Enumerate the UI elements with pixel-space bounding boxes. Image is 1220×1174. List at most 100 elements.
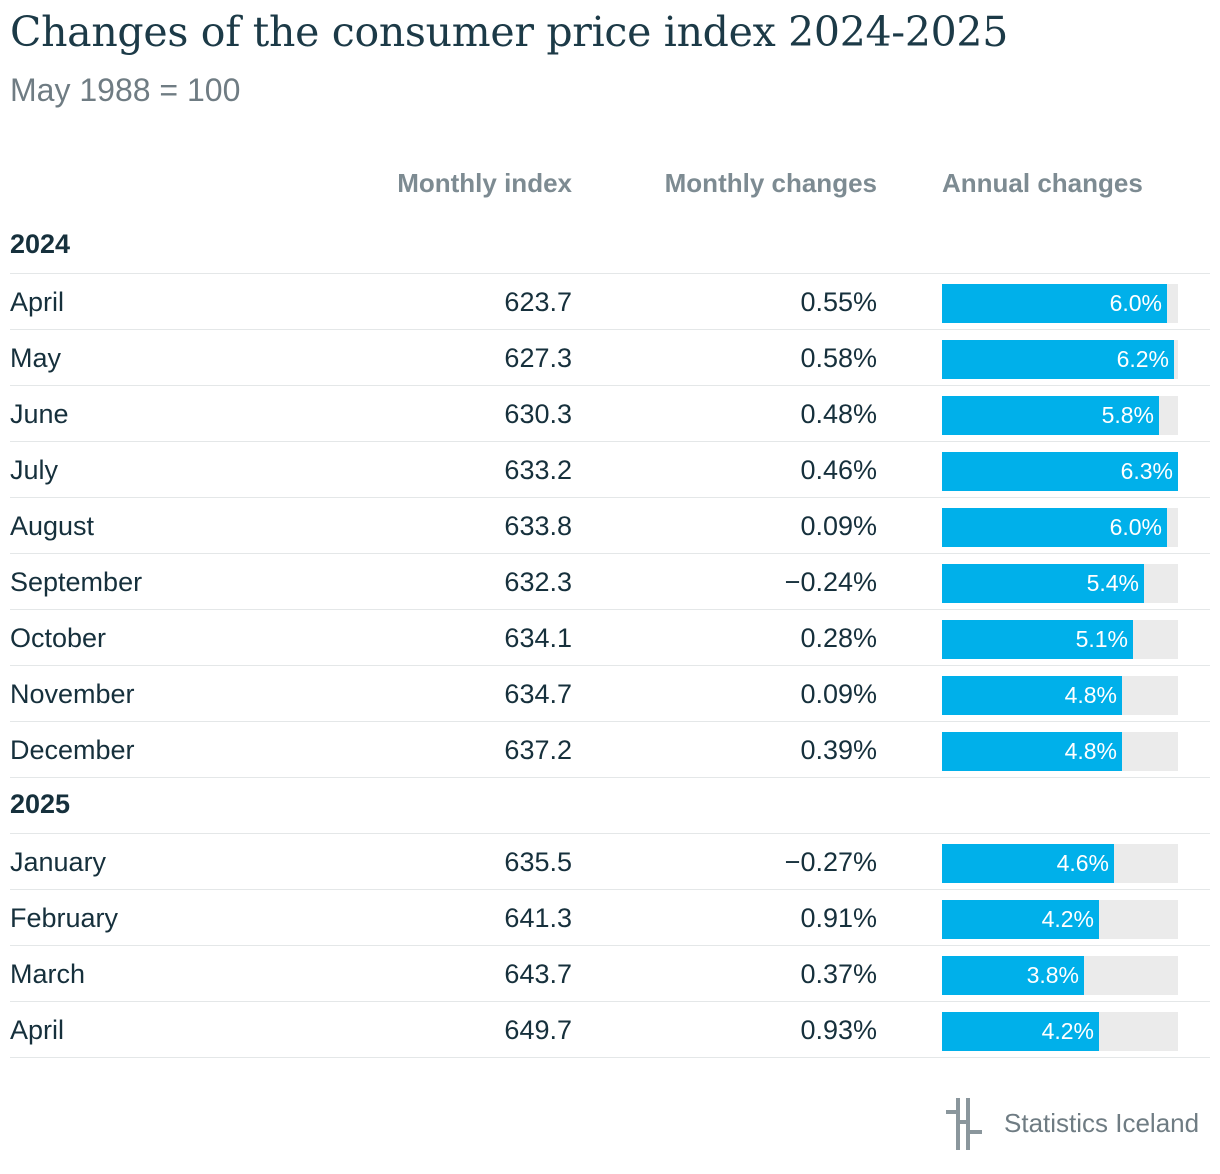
logo-text: Statistics Iceland: [1004, 1108, 1200, 1138]
annual-change-bar-track: 3.8%: [942, 956, 1178, 995]
monthly-change-value: 0.48%: [800, 399, 877, 429]
annual-change-label: 6.0%: [1109, 514, 1162, 540]
annual-change-bar: 5.1%: [942, 620, 1133, 659]
monthly-index-value: 633.2: [504, 455, 572, 485]
statistics-iceland-logo-icon: [946, 1098, 982, 1150]
monthly-index-value: 634.7: [504, 679, 572, 709]
column-header-monthly-index: Monthly index: [397, 168, 572, 198]
column-header-monthly-changes: Monthly changes: [664, 168, 877, 198]
annual-change-label: 5.4%: [1086, 570, 1139, 596]
month-label: February: [10, 903, 119, 933]
month-label: June: [10, 399, 69, 429]
annual-change-bar-track: 4.8%: [942, 676, 1178, 715]
annual-change-bar-track: 5.4%: [942, 564, 1178, 603]
monthly-index-value: 637.2: [504, 735, 572, 765]
statistics-iceland-logo: Statistics Iceland: [944, 1096, 1204, 1152]
table-row: July 633.2 0.46% 6.3%: [10, 442, 1210, 498]
annual-change-label: 4.2%: [1041, 906, 1094, 932]
monthly-change-value: 0.55%: [800, 287, 877, 317]
monthly-change-value: 0.09%: [800, 679, 877, 709]
annual-change-bar: 6.3%: [942, 452, 1178, 491]
month-label: April: [10, 1015, 65, 1045]
monthly-change-value: 0.93%: [800, 1015, 877, 1045]
annual-change-bar-track: 5.1%: [942, 620, 1178, 659]
monthly-index-value: 627.3: [504, 343, 572, 373]
chart-title: Changes of the consumer price index 2024…: [10, 8, 1008, 56]
monthly-change-value: 0.39%: [800, 735, 877, 765]
monthly-index-value: 633.8: [504, 511, 572, 541]
annual-change-label: 4.8%: [1064, 738, 1117, 764]
annual-change-label: 3.8%: [1026, 962, 1079, 988]
table-row: December 637.2 0.39% 4.8%: [10, 722, 1210, 778]
annual-change-label: 5.1%: [1075, 626, 1128, 652]
monthly-index-value: 634.1: [504, 623, 572, 653]
table-row: September 632.3 −0.24% 5.4%: [10, 554, 1210, 610]
year-group-label: 2024: [10, 229, 71, 259]
annual-change-bar-track: 6.2%: [942, 340, 1178, 379]
month-label: October: [10, 623, 107, 653]
annual-change-bar-track: 6.3%: [942, 452, 1178, 491]
monthly-index-value: 623.7: [504, 287, 572, 317]
year-group-row: 2024: [10, 218, 1210, 274]
chart-subtitle: May 1988 = 100: [10, 72, 241, 108]
monthly-index-value: 632.3: [504, 567, 572, 597]
table-row: April 623.7 0.55% 6.0%: [10, 274, 1210, 330]
table-row: October 634.1 0.28% 5.1%: [10, 610, 1210, 666]
annual-change-bar-track: 5.8%: [942, 396, 1178, 435]
monthly-change-value: 0.46%: [800, 455, 877, 485]
monthly-change-value: −0.27%: [784, 847, 877, 877]
table-row: March 643.7 0.37% 3.8%: [10, 946, 1210, 1002]
annual-change-bar-track: 6.0%: [942, 284, 1178, 323]
table-row: April 649.7 0.93% 4.2%: [10, 1002, 1210, 1058]
annual-change-bar: 5.8%: [942, 396, 1159, 435]
monthly-change-value: 0.28%: [800, 623, 877, 653]
cpi-table: 2024 April 623.7 0.55% 6.0% May 627.3 0.58% 6.2%…: [10, 218, 1210, 1058]
month-label: January: [10, 847, 107, 877]
annual-change-bar: 4.6%: [942, 844, 1114, 883]
table-row: February 641.3 0.91% 4.2%: [10, 890, 1210, 946]
monthly-index-value: 649.7: [504, 1015, 572, 1045]
annual-change-bar: 4.2%: [942, 900, 1099, 939]
annual-change-label: 4.6%: [1056, 850, 1109, 876]
annual-change-bar-track: 4.2%: [942, 900, 1178, 939]
year-group-row: 2025: [10, 778, 1210, 834]
table-row: May 627.3 0.58% 6.2%: [10, 330, 1210, 386]
annual-change-label: 4.2%: [1041, 1018, 1094, 1044]
annual-change-label: 6.2%: [1116, 346, 1169, 372]
month-label: August: [10, 511, 95, 541]
annual-change-bar: 3.8%: [942, 956, 1084, 995]
annual-change-bar-track: 4.6%: [942, 844, 1178, 883]
monthly-change-value: 0.91%: [800, 903, 877, 933]
annual-change-bar: 6.2%: [942, 340, 1174, 379]
monthly-index-value: 635.5: [504, 847, 572, 877]
column-header-annual-changes: Annual changes: [942, 168, 1143, 198]
annual-change-bar: 4.8%: [942, 676, 1122, 715]
month-label: September: [10, 567, 143, 597]
annual-change-bar-track: 4.8%: [942, 732, 1178, 771]
annual-change-bar-track: 4.2%: [942, 1012, 1178, 1051]
month-label: April: [10, 287, 65, 317]
table-row: November 634.7 0.09% 4.8%: [10, 666, 1210, 722]
monthly-index-value: 630.3: [504, 399, 572, 429]
annual-change-bar: 6.0%: [942, 284, 1167, 323]
annual-change-label: 4.8%: [1064, 682, 1117, 708]
annual-change-bar: 4.2%: [942, 1012, 1099, 1051]
monthly-change-value: −0.24%: [784, 567, 877, 597]
monthly-change-value: 0.58%: [800, 343, 877, 373]
month-label: March: [10, 959, 86, 989]
annual-change-bar: 5.4%: [942, 564, 1144, 603]
annual-change-label: 6.0%: [1109, 290, 1162, 316]
annual-change-bar: 4.8%: [942, 732, 1122, 771]
month-label: December: [10, 735, 135, 765]
year-group-label: 2025: [10, 789, 71, 819]
monthly-change-value: 0.09%: [800, 511, 877, 541]
monthly-change-value: 0.37%: [800, 959, 877, 989]
monthly-index-value: 641.3: [504, 903, 572, 933]
monthly-index-value: 643.7: [504, 959, 572, 989]
table-row: June 630.3 0.48% 5.8%: [10, 386, 1210, 442]
annual-change-bar-track: 6.0%: [942, 508, 1178, 547]
month-label: May: [10, 343, 62, 373]
month-label: November: [10, 679, 135, 709]
annual-change-label: 6.3%: [1120, 458, 1173, 484]
annual-change-bar: 6.0%: [942, 508, 1167, 547]
